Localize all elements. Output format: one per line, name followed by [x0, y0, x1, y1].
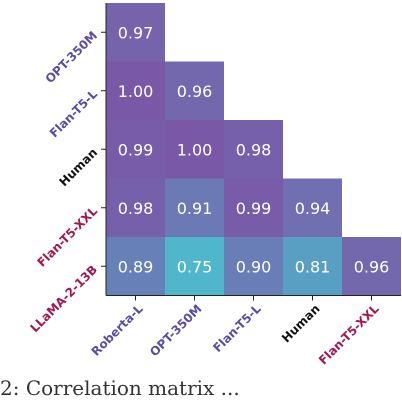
heatmap-cell — [224, 237, 283, 296]
cell-value-label: 1.00 — [118, 82, 154, 101]
heatmap-cell — [106, 178, 165, 237]
cell-value-label: 0.75 — [177, 257, 213, 276]
heatmap-cell — [224, 178, 283, 237]
cell-value-label: 0.98 — [118, 199, 154, 218]
x-tick-label: Roberta-L — [89, 301, 146, 358]
heatmap-cell — [106, 237, 165, 296]
cell-value-label: 0.94 — [295, 199, 331, 218]
heatmap-cell — [165, 178, 224, 237]
heatmap-cell — [106, 61, 165, 120]
cell-value-label: 0.99 — [236, 199, 272, 218]
cell-value-label: 0.81 — [295, 257, 331, 276]
cell-value-label: 0.96 — [177, 82, 213, 101]
heatmap-cell — [106, 120, 165, 179]
cell-value-label: 0.91 — [177, 199, 213, 218]
y-tick-label: Flan-T5-L — [47, 87, 101, 141]
heatmap-cell — [165, 237, 224, 296]
x-tick-label: OPT-350M — [147, 302, 205, 360]
cell-value-label: 0.89 — [118, 257, 154, 276]
cell-value-label: 0.90 — [236, 257, 272, 276]
y-tick-label: Human — [56, 145, 100, 189]
cell-value-label: 0.97 — [118, 23, 154, 42]
heatmap-cell — [342, 237, 401, 296]
cell-value-label: 0.96 — [354, 257, 390, 276]
heatmap-cell — [283, 237, 342, 296]
y-tick-label: OPT-350M — [43, 28, 101, 86]
y-tick-label: Flan-T5-XXL — [34, 204, 100, 270]
cell-value-label: 0.99 — [118, 140, 154, 159]
cell-value-label: 0.98 — [236, 140, 272, 159]
x-tick-label: Flan-T5-L — [210, 301, 264, 355]
cell-value-label: 1.00 — [177, 140, 213, 159]
heatmap-cell — [224, 120, 283, 179]
heatmap-cell — [283, 178, 342, 237]
heatmap-cell — [106, 3, 165, 62]
figure-caption: 2: Correlation matrix ... — [0, 376, 240, 400]
x-tick-label: Human — [279, 302, 323, 346]
heatmap-cell — [165, 61, 224, 120]
y-tick-label: LLaMA-2-13B — [27, 262, 100, 335]
x-tick-label: Flan-T5-XXL — [316, 301, 382, 367]
heatmap-cell — [165, 120, 224, 179]
